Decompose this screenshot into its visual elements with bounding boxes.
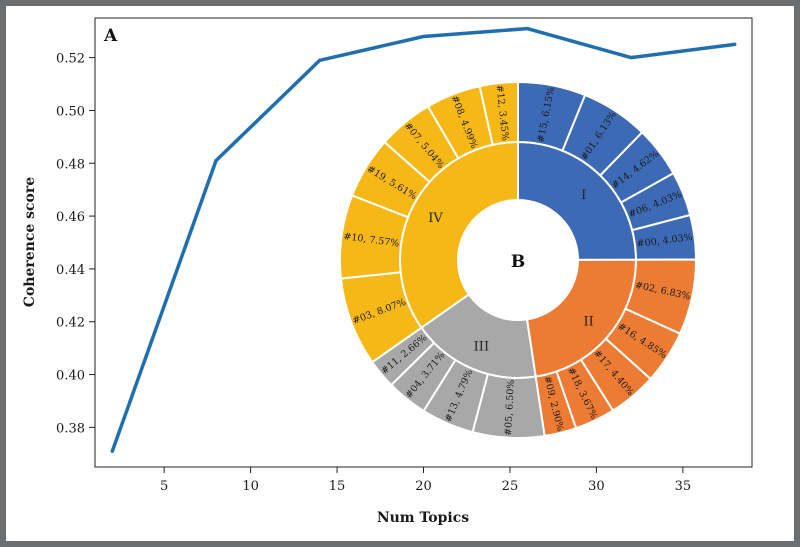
y-tick-label: 0.48 [56, 157, 85, 172]
x-tick-label: 10 [242, 479, 259, 494]
y-axis-title: Coherence score [22, 177, 38, 307]
x-tick-label: 20 [415, 479, 432, 494]
group-label: III [474, 339, 489, 354]
group-label: II [583, 315, 593, 330]
y-tick-label: 0.42 [56, 316, 85, 331]
segment-wedge [478, 80, 519, 146]
sunburst-chart: I#15, 6.15% #01, 6.13%#14, 4.62%#06, 4.03… [339, 80, 698, 439]
y-tick-label: 0.40 [56, 369, 85, 384]
group-label: I [581, 188, 586, 203]
panel-label-b: B [511, 252, 525, 272]
x-tick-label: 25 [502, 479, 519, 494]
y-tick-label: 0.52 [56, 52, 85, 67]
y-tick-label: 0.38 [56, 421, 85, 436]
coherence-line [110, 26, 737, 453]
panel-label-a: A [103, 26, 118, 46]
group-label: IV [428, 211, 443, 226]
y-tick-label: 0.50 [56, 104, 85, 119]
x-tick-label: 15 [329, 479, 346, 494]
x-tick-label: 30 [588, 479, 605, 494]
y-tick-label: 0.46 [56, 210, 85, 225]
y-axis: 0.38 0.40 0.42 0.44 0.46 0.48 0.50 0.52 [56, 52, 95, 436]
x-tick-label: 5 [160, 479, 168, 494]
segment-label: #05, 6.50% [503, 379, 517, 436]
x-axis-title: Num Topics [377, 510, 469, 526]
x-axis: 5 10 15 20 25 30 35 [160, 467, 691, 494]
x-tick-label: 35 [675, 479, 692, 494]
y-tick-label: 0.44 [56, 263, 85, 278]
sunburst-hole [458, 200, 578, 320]
